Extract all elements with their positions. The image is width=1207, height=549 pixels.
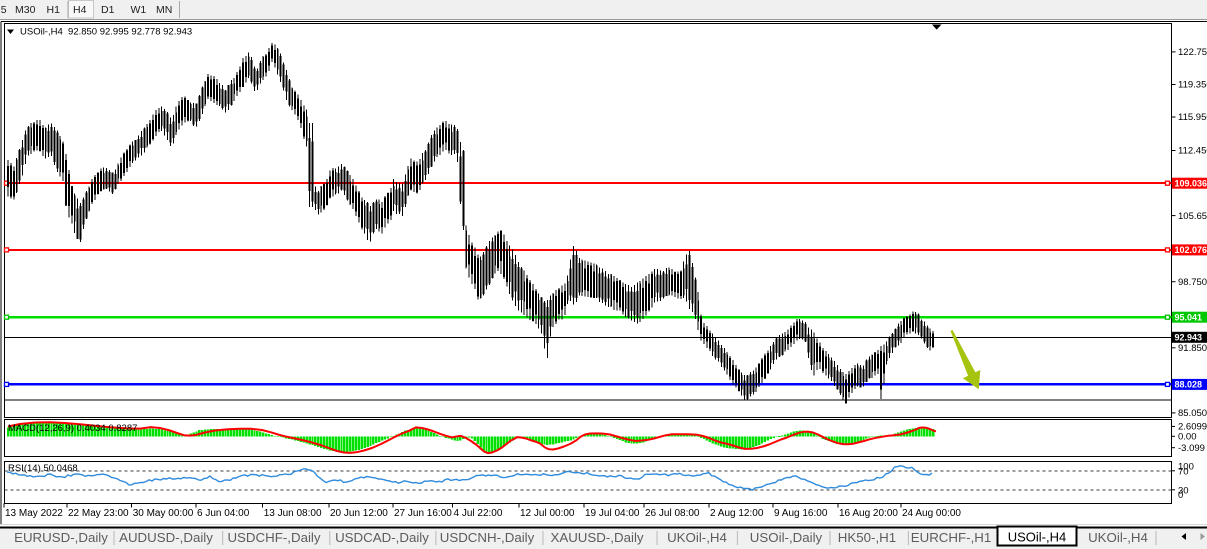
- svg-text:M30: M30: [15, 4, 36, 16]
- svg-text:98.750: 98.750: [1178, 277, 1207, 288]
- svg-text:85.050: 85.050: [1178, 408, 1207, 419]
- svg-text:105.650: 105.650: [1178, 211, 1207, 222]
- svg-text:USOil-,H4 92.850 92.995 92.77: USOil-,H4 92.850 92.995 92.778 92.943: [20, 27, 192, 38]
- svg-text:UKOil-,H4: UKOil-,H4: [667, 530, 727, 545]
- svg-text:9 Aug 16:00: 9 Aug 16:00: [774, 508, 828, 519]
- svg-text:112.450: 112.450: [1178, 146, 1207, 157]
- svg-text:XAUUSD-,Daily: XAUUSD-,Daily: [550, 530, 643, 545]
- svg-text:13 Jun 08:00: 13 Jun 08:00: [264, 508, 322, 519]
- svg-text:AUDUSD-,Daily: AUDUSD-,Daily: [119, 530, 213, 545]
- svg-text:19 Jul 04:00: 19 Jul 04:00: [585, 508, 640, 519]
- svg-text:USDCAD-,Daily: USDCAD-,Daily: [335, 530, 429, 545]
- svg-text:H4: H4: [73, 4, 87, 16]
- svg-text:12 Jul 00:00: 12 Jul 00:00: [520, 508, 575, 519]
- svg-text:119.350: 119.350: [1178, 80, 1207, 91]
- svg-text:70: 70: [1178, 467, 1189, 478]
- svg-text:EURUSD-,Daily: EURUSD-,Daily: [14, 530, 108, 545]
- svg-text:2.6099: 2.6099: [1178, 422, 1207, 433]
- svg-text:109.036: 109.036: [1175, 179, 1207, 189]
- svg-text:26 Jul 08:00: 26 Jul 08:00: [645, 508, 700, 519]
- svg-text:EURCHF-,H1: EURCHF-,H1: [911, 530, 992, 545]
- svg-text:2 Aug 12:00: 2 Aug 12:00: [710, 508, 764, 519]
- svg-text:13 May 2022: 13 May 2022: [5, 508, 63, 519]
- svg-text:W1: W1: [131, 4, 147, 16]
- svg-text:20 Jun 12:00: 20 Jun 12:00: [330, 508, 388, 519]
- svg-text:27 Jun 16:00: 27 Jun 16:00: [394, 508, 452, 519]
- svg-text:6 Jun 04:00: 6 Jun 04:00: [197, 508, 250, 519]
- svg-text:91.850: 91.850: [1178, 343, 1207, 354]
- svg-text:100: 100: [1178, 461, 1194, 472]
- svg-text:M5: M5: [0, 4, 7, 16]
- svg-text:D1: D1: [101, 4, 115, 16]
- svg-text:HK50-,H1: HK50-,H1: [838, 530, 896, 545]
- svg-text:USDCNH-,Daily: USDCNH-,Daily: [440, 530, 535, 545]
- svg-text:95.041: 95.041: [1175, 313, 1203, 323]
- svg-text:H1: H1: [47, 4, 61, 16]
- svg-text:MACD(12,26,9) 0.4034 0.8287: MACD(12,26,9) 0.4034 0.8287: [8, 423, 137, 434]
- svg-text:22 May 23:00: 22 May 23:00: [68, 508, 129, 519]
- svg-text:0: 0: [1178, 490, 1183, 501]
- svg-text:115.950: 115.950: [1178, 112, 1207, 123]
- svg-text:92.943: 92.943: [1175, 333, 1203, 343]
- svg-text:122.750: 122.750: [1178, 47, 1207, 58]
- svg-text:MN: MN: [156, 4, 172, 16]
- svg-text:30: 30: [1178, 486, 1189, 497]
- svg-text:USDCHF-,Daily: USDCHF-,Daily: [227, 530, 320, 545]
- svg-text:4 Jul 22:00: 4 Jul 22:00: [454, 508, 503, 519]
- svg-text:16 Aug 20:00: 16 Aug 20:00: [839, 508, 898, 519]
- svg-text:24 Aug 00:00: 24 Aug 00:00: [902, 508, 961, 519]
- svg-text:-3.099: -3.099: [1178, 443, 1205, 454]
- svg-text:USOil-,Daily: USOil-,Daily: [750, 530, 823, 545]
- svg-text:UKOil-,H4: UKOil-,H4: [1088, 530, 1148, 545]
- svg-text:88.028: 88.028: [1175, 380, 1203, 390]
- svg-text:USOil-,H4: USOil-,H4: [1008, 530, 1067, 545]
- svg-text:30 May 00:00: 30 May 00:00: [133, 508, 194, 519]
- svg-text:102.076: 102.076: [1175, 245, 1207, 255]
- svg-text:0.00: 0.00: [1178, 432, 1197, 443]
- svg-text:RSI(14) 50.0468: RSI(14) 50.0468: [8, 463, 78, 474]
